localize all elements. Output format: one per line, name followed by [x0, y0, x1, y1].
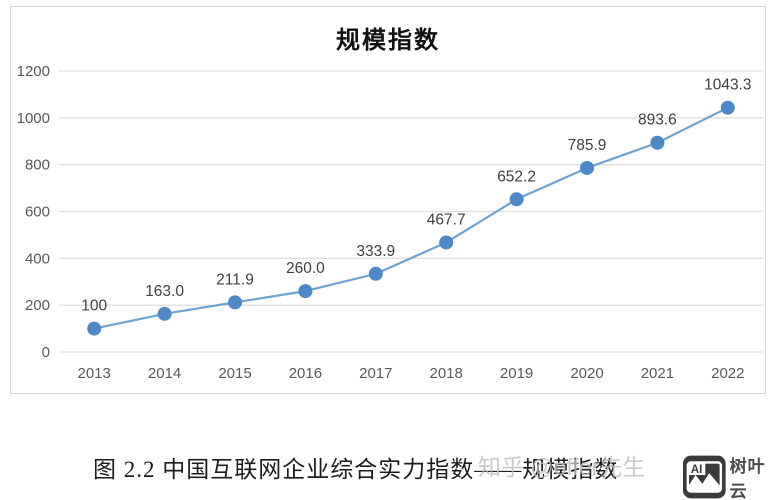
- y-axis-tick-label: 800: [25, 157, 50, 174]
- data-point: [580, 160, 594, 175]
- y-axis-tick-label: 1000: [17, 110, 50, 127]
- x-axis-tick-label: 2014: [148, 365, 181, 382]
- y-axis-tick-label: 1200: [17, 63, 50, 80]
- x-axis-tick-label: 2021: [641, 365, 674, 382]
- x-axis-tick-label: 2016: [289, 365, 322, 382]
- data-label: 467.7: [427, 211, 466, 228]
- x-axis-tick-label: 2018: [430, 365, 463, 382]
- data-point: [298, 284, 313, 299]
- data-point: [439, 235, 454, 250]
- data-label: 785.9: [568, 137, 607, 154]
- line-chart: 规模指数 0 200 400 600 800 1000 1200 2013 2014 2015 20…: [10, 6, 766, 394]
- data-point: [228, 295, 242, 310]
- data-label: 260.0: [286, 260, 325, 277]
- x-axis-tick-label: 2022: [711, 365, 744, 382]
- ai-image-logo-icon: AI: [683, 455, 726, 499]
- data-point: [368, 266, 383, 281]
- y-axis-tick-label: 200: [25, 297, 50, 314]
- data-label: 652.2: [497, 168, 536, 185]
- y-axis-tick-label: 400: [25, 250, 50, 267]
- data-label: 333.9: [356, 243, 395, 260]
- x-axis-tick-label: 2020: [570, 365, 603, 382]
- brand-name: 树叶云: [729, 457, 766, 500]
- data-label: 211.9: [216, 271, 254, 288]
- brand-logo: AI 树叶云: [683, 452, 782, 500]
- data-point: [650, 135, 665, 150]
- y-axis-tick-label: 0: [42, 344, 50, 361]
- watermark-text: 知乎 @offer先生: [478, 454, 646, 480]
- x-axis-tick-label: 2019: [500, 365, 533, 382]
- data-point: [87, 321, 102, 336]
- series-line: [93, 106, 729, 330]
- x-axis-tick-label: 2015: [218, 365, 251, 382]
- data-label: 1043.3: [704, 77, 751, 94]
- data-label: 100: [81, 298, 107, 315]
- logo-ai-label: AI: [691, 463, 703, 476]
- figure-caption: 图 2.2 中国互联网企业综合实力指数——规模指数: [93, 457, 619, 482]
- chart-title: 规模指数: [336, 28, 440, 54]
- data-label: 163.0: [145, 283, 184, 300]
- x-axis-tick-label: 2013: [78, 365, 111, 382]
- data-point: [509, 192, 524, 207]
- y-axis-tick-label: 600: [25, 204, 50, 221]
- x-axis-tick-label: 2017: [359, 365, 392, 382]
- data-label: 893.6: [638, 112, 677, 129]
- line-chart-canvas: 0 200 400 600 800 1000 1200 2013 2014 2015 2016 201…: [17, 63, 763, 382]
- data-point: [720, 100, 735, 115]
- data-point: [157, 306, 172, 321]
